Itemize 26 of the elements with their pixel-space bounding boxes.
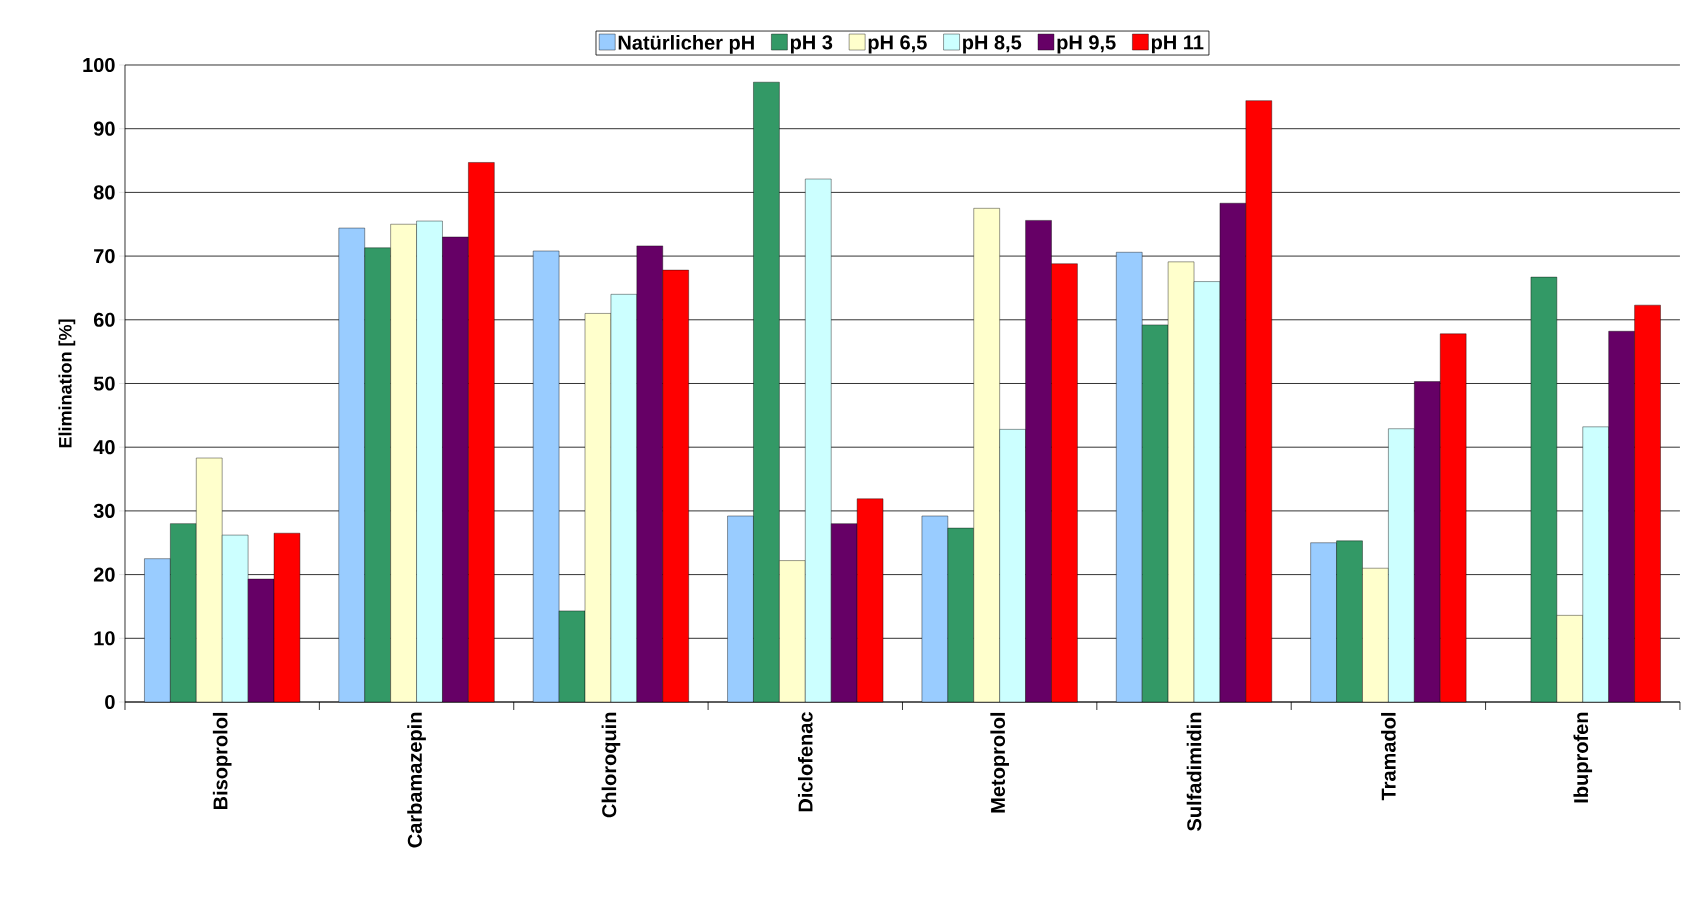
y-tick-label: 10 [94,631,115,646]
x-tick-label: Metoprolol [990,712,1009,813]
x-tick-label: Ibuprofen [1573,712,1593,803]
legend-label: pH 11 [1151,35,1204,54]
y-tick-label: 40 [93,440,115,455]
y-tick-label: 30 [93,503,115,518]
x-tick-label: Diclofenac [797,712,813,812]
y-tick-label: 20 [93,567,115,582]
y-tick-label: 0 [105,694,115,710]
y-tick-label: 70 [94,249,115,264]
x-tick-label: Sulfadimidin [1186,712,1202,831]
legend-label: pH 6,5 [868,35,927,54]
legend-label: Natürlicher pH [618,35,754,54]
y-tick-label: 80 [93,185,115,200]
y-tick-label: 100 [83,57,115,73]
y-axis-title: Elimination [%] [58,319,76,448]
x-tick-label: Bisoprolol [212,712,232,810]
y-tick-label: 90 [93,121,115,136]
legend-label: pH 3 [790,35,833,54]
x-tick-label: Tramadol [1381,712,1396,801]
y-tick-label: 60 [93,312,115,327]
legend-label: pH 8,5 [963,35,1022,54]
y-tick-label: 50 [93,376,115,391]
x-tick-label: Carbamazepin [407,712,426,848]
legend-label: pH 9,5 [1057,35,1116,54]
x-tick-label: Chloroquin [601,712,621,818]
